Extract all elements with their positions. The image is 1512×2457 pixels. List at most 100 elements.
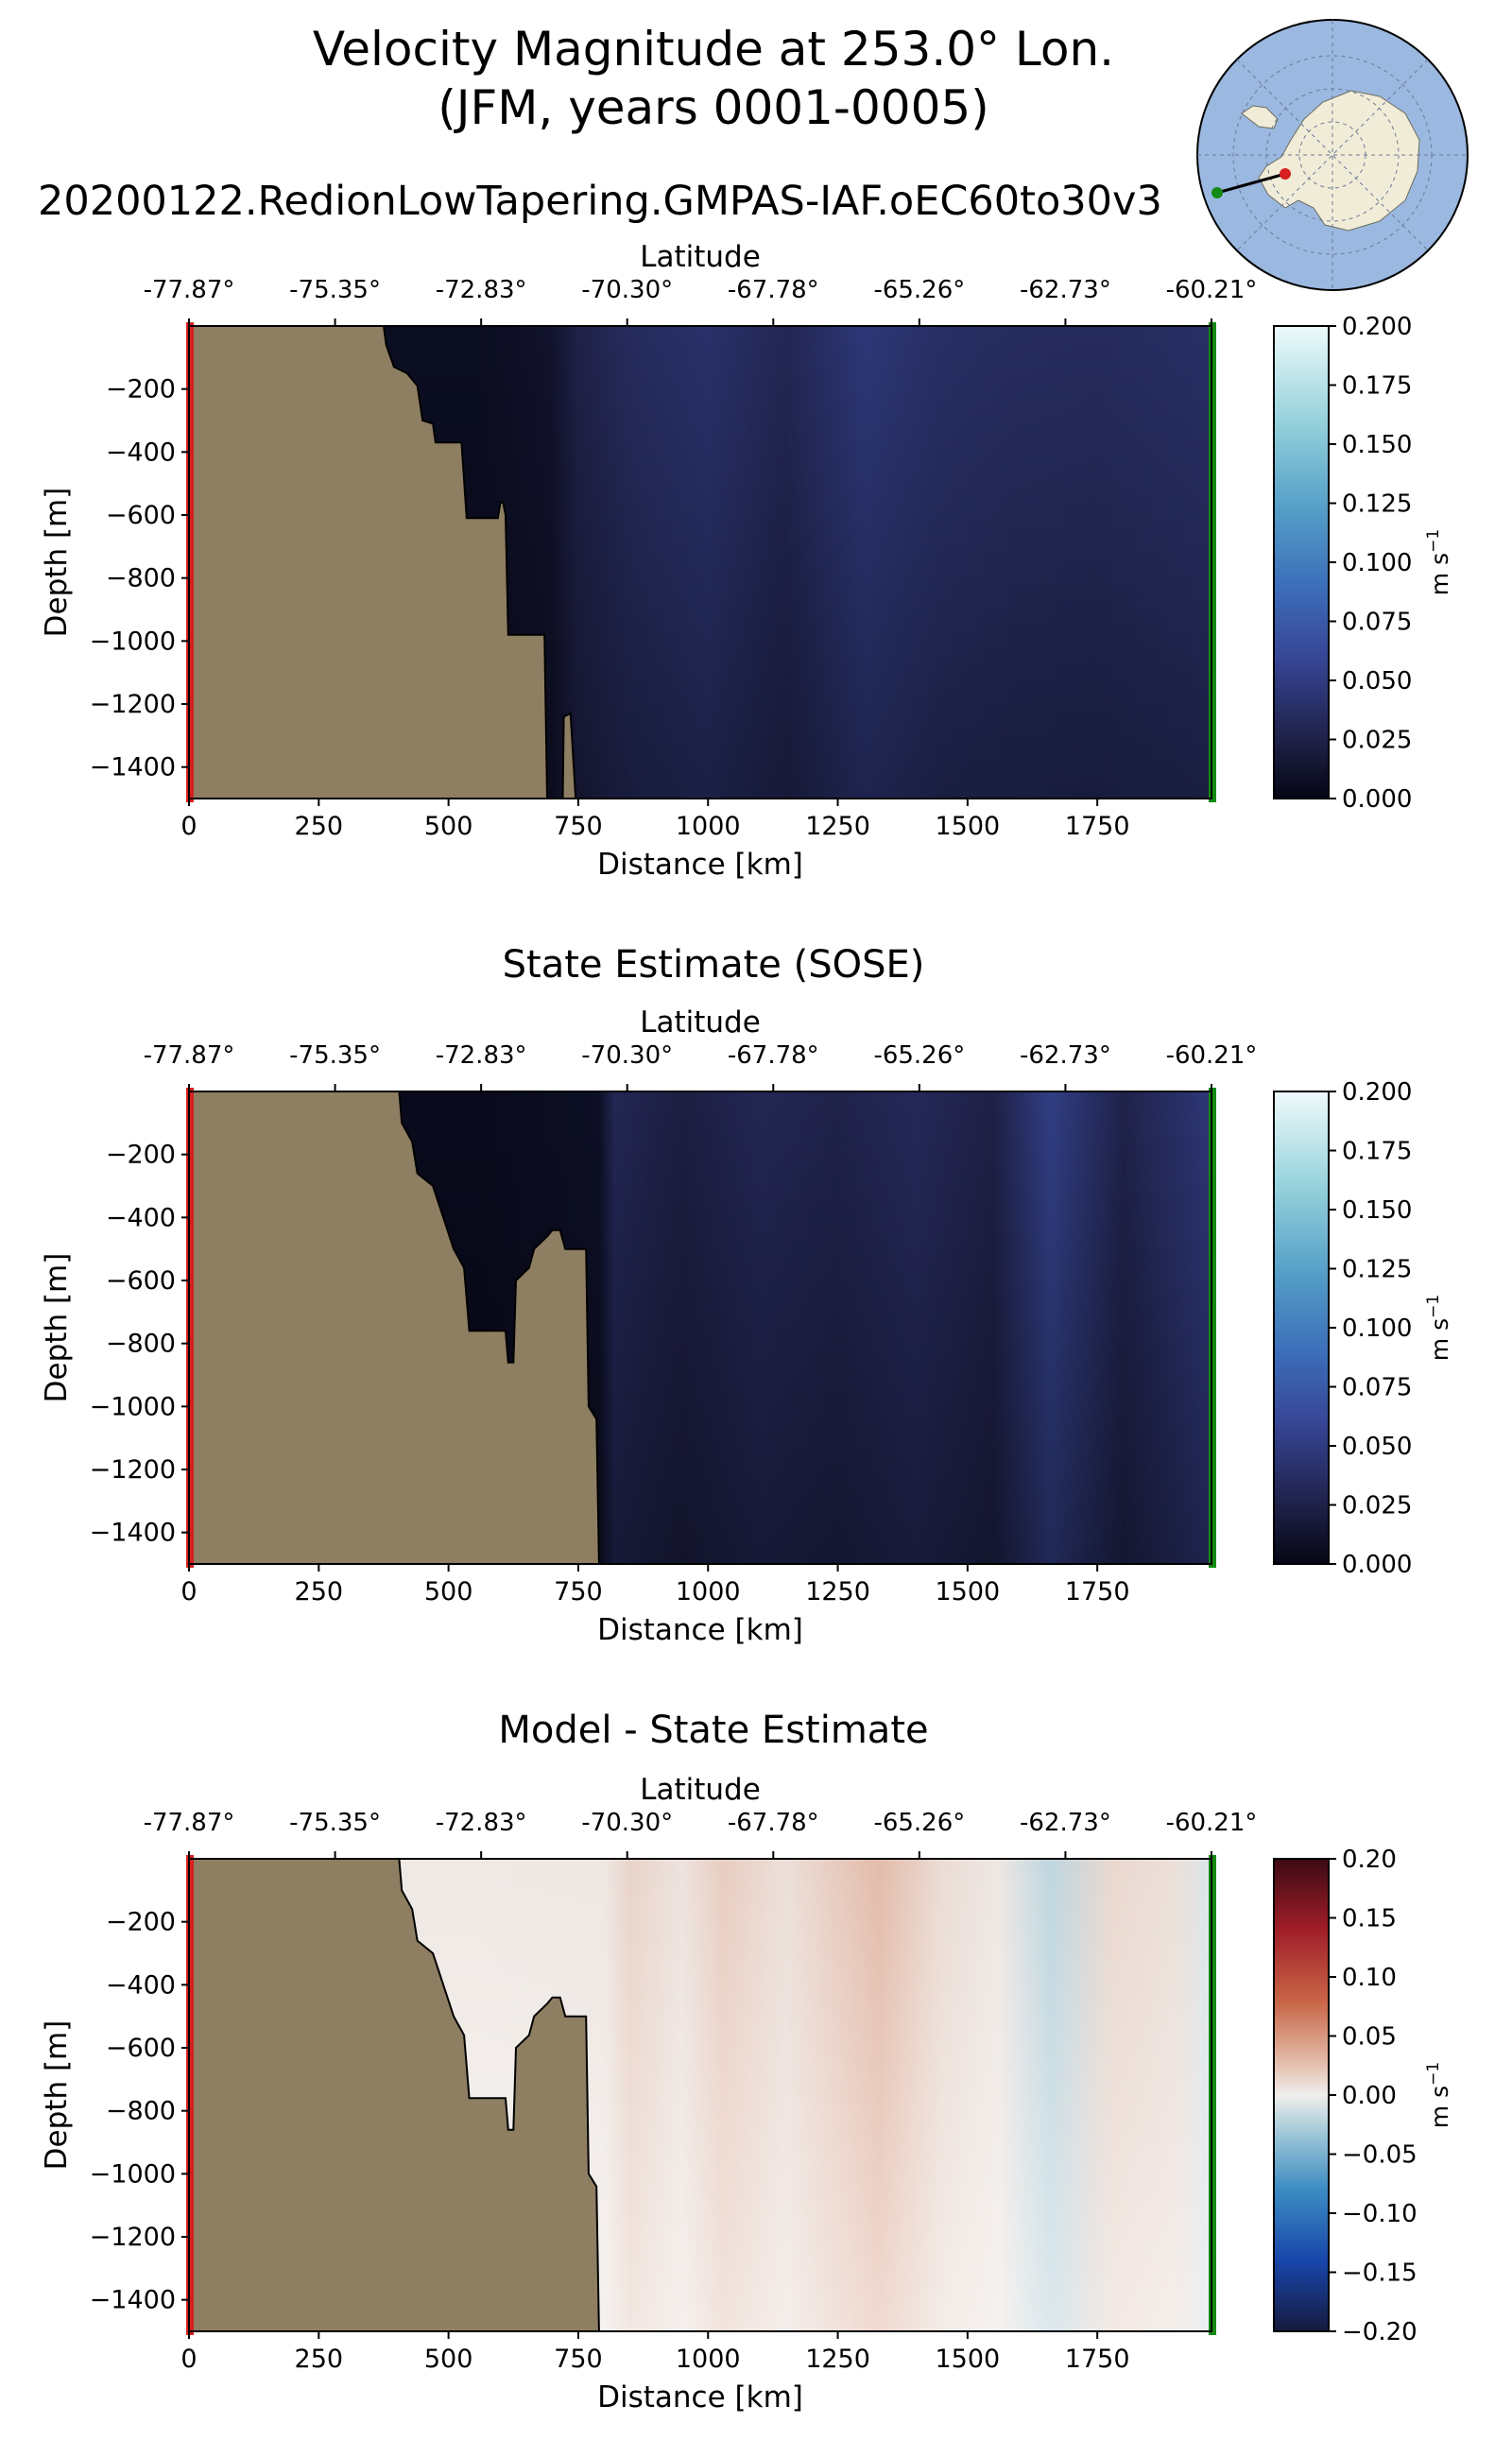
distance-tick-label: 250 — [295, 1577, 344, 1606]
latitude-tick-label: -75.35° — [289, 1041, 381, 1070]
latitude-tick-label: -67.78° — [728, 1041, 819, 1070]
distance-tick-label: 1000 — [676, 2345, 741, 2374]
distance-tick-label: 1500 — [935, 1577, 1000, 1606]
distance-tick-label: 1750 — [1065, 812, 1130, 841]
plot-frame — [188, 1091, 1212, 1565]
bathymetry-land — [188, 1858, 600, 2332]
depth-tick-label: −400 — [106, 1970, 176, 2000]
latitude-tick-label: -72.83° — [436, 1809, 527, 1837]
depth-tick-label: −1000 — [90, 2159, 176, 2189]
panel-sose-velocity: Latitude -77.87° -75.35° -72.83° -70.30° -67.… — [40, 1005, 1453, 1647]
colorbar-tick-label: 0.075 — [1342, 609, 1412, 637]
latitude-tick-label: -77.87° — [144, 1809, 235, 1837]
depth-tick-label: −400 — [106, 438, 176, 467]
figure-title-line-2: (JFM, years 0001-0005) — [438, 80, 989, 135]
colorbar-tick-label: 0.075 — [1342, 1374, 1412, 1402]
bathymetry-land — [188, 1091, 600, 1565]
latitude-tick-label: -75.35° — [289, 1809, 381, 1837]
depth-tick-label: −800 — [106, 2097, 176, 2126]
colorbar-tick-label: 0.05 — [1342, 2023, 1397, 2052]
latitude-tick-label: -77.87° — [144, 1041, 235, 1070]
latitude-tick-label: -65.26° — [873, 1809, 965, 1837]
latitude-axis-label: Latitude — [640, 240, 761, 274]
distance-axis-label: Distance [km] — [597, 1613, 803, 1647]
distance-tick-label: 1250 — [805, 812, 870, 841]
depth-tick-label: −600 — [106, 2034, 176, 2063]
latitude-tick-label: -77.87° — [144, 276, 235, 304]
depth-tick-label: −200 — [106, 1908, 176, 1937]
colorbar-tick-label: −0.10 — [1342, 2200, 1418, 2228]
colorbar-tick-label: 0.050 — [1342, 667, 1412, 696]
depth-tick-label: −800 — [106, 564, 176, 593]
distance-tick-label: 1250 — [805, 1577, 870, 1606]
depth-tick-label: −800 — [106, 1330, 176, 1359]
colorbar-tick-label: 0.050 — [1342, 1433, 1412, 1461]
latitude-tick-label: -70.30° — [581, 1809, 673, 1837]
latitude-tick-label: -60.21° — [1166, 1809, 1258, 1837]
plot-frame — [188, 325, 1212, 799]
latitude-tick-label: -67.78° — [728, 276, 819, 304]
latitude-tick-label: -72.83° — [436, 1041, 527, 1070]
depth-tick-label: −200 — [106, 1141, 176, 1170]
distance-tick-label: 1000 — [676, 812, 741, 841]
distance-tick-label: 0 — [180, 812, 197, 841]
colorbar-tick-label: 0.125 — [1342, 490, 1412, 519]
depth-tick-label: −1400 — [90, 1519, 176, 1548]
colorbar-tick-label: 0.100 — [1342, 549, 1412, 577]
plot-frame — [188, 1858, 1212, 2332]
depth-tick-label: −600 — [106, 1266, 176, 1296]
latitude-tick-label: -65.26° — [873, 276, 965, 304]
depth-tick-label: −1200 — [90, 690, 176, 719]
distance-tick-label: 0 — [180, 2345, 197, 2374]
depth-axis-label: Depth [m] — [40, 488, 74, 638]
colorbar-tick-label: 0.025 — [1342, 1492, 1412, 1521]
panel-2-title: State Estimate (SOSE) — [502, 943, 925, 987]
colorbar-tick-label: 0.20 — [1342, 1846, 1397, 1874]
colorbar-unit-label: m s−1 — [1424, 1295, 1453, 1361]
distance-tick-label: 250 — [295, 812, 344, 841]
latitude-tick-label: -75.35° — [289, 276, 381, 304]
distance-tick-label: 500 — [424, 812, 473, 841]
colorbar-tick-label: 0.15 — [1342, 1905, 1397, 1933]
colorbar-tick-label: −0.05 — [1342, 2141, 1418, 2170]
distance-tick-label: 750 — [554, 2345, 603, 2374]
colorbar-tick-label: 0.125 — [1342, 1256, 1412, 1284]
distance-axis-label: Distance [km] — [597, 2380, 803, 2414]
panel-model-minus-sose: Latitude -77.87° -75.35° -72.83° -70.30° -67.… — [40, 1773, 1453, 2414]
antarctica-inset-map — [1196, 19, 1469, 291]
colorbar — [1273, 1858, 1330, 2332]
colorbar-tick-label: 0.200 — [1342, 1078, 1412, 1107]
distance-tick-label: 750 — [554, 812, 603, 841]
colorbar-tick-label: 0.175 — [1342, 1138, 1412, 1166]
latitude-tick-label: -62.73° — [1020, 1809, 1111, 1837]
colorbar-tick-label: 0.175 — [1342, 372, 1412, 401]
distance-tick-label: 1500 — [935, 812, 1000, 841]
latitude-tick-label: -65.26° — [873, 1041, 965, 1070]
distance-tick-label: 750 — [554, 1577, 603, 1606]
distance-tick-label: 1750 — [1065, 2345, 1130, 2374]
colorbar-unit-label: m s−1 — [1424, 529, 1453, 595]
colorbar — [1273, 325, 1330, 799]
latitude-tick-label: -62.73° — [1020, 276, 1111, 304]
depth-tick-label: −1400 — [90, 2286, 176, 2315]
distance-tick-label: 500 — [424, 1577, 473, 1606]
colorbar-tick-label: 0.000 — [1342, 1551, 1412, 1579]
colorbar-tick-label: 0.10 — [1342, 1964, 1397, 1992]
depth-tick-label: −1400 — [90, 753, 176, 782]
section-end-marker — [1211, 187, 1223, 198]
colorbar-unit-label: m s−1 — [1424, 2062, 1453, 2128]
depth-axis-label: Depth [m] — [40, 2020, 74, 2171]
distance-tick-label: 500 — [424, 2345, 473, 2374]
distance-tick-label: 1000 — [676, 1577, 741, 1606]
depth-tick-label: −200 — [106, 375, 176, 404]
run-name: 20200122.RedionLowTapering.GMPAS-IAF.oEC… — [38, 178, 1162, 225]
colorbar — [1273, 1091, 1330, 1565]
colorbar-tick-label: 0.025 — [1342, 727, 1412, 755]
panel-3-title: Model - State Estimate — [498, 1709, 929, 1752]
section-start-marker — [1280, 168, 1291, 180]
colorbar-tick-label: 0.150 — [1342, 431, 1412, 459]
depth-tick-label: −1000 — [90, 627, 176, 656]
colorbar-tick-label: 0.000 — [1342, 785, 1412, 814]
depth-tick-label: −1200 — [90, 2223, 176, 2252]
latitude-tick-label: -70.30° — [581, 276, 673, 304]
